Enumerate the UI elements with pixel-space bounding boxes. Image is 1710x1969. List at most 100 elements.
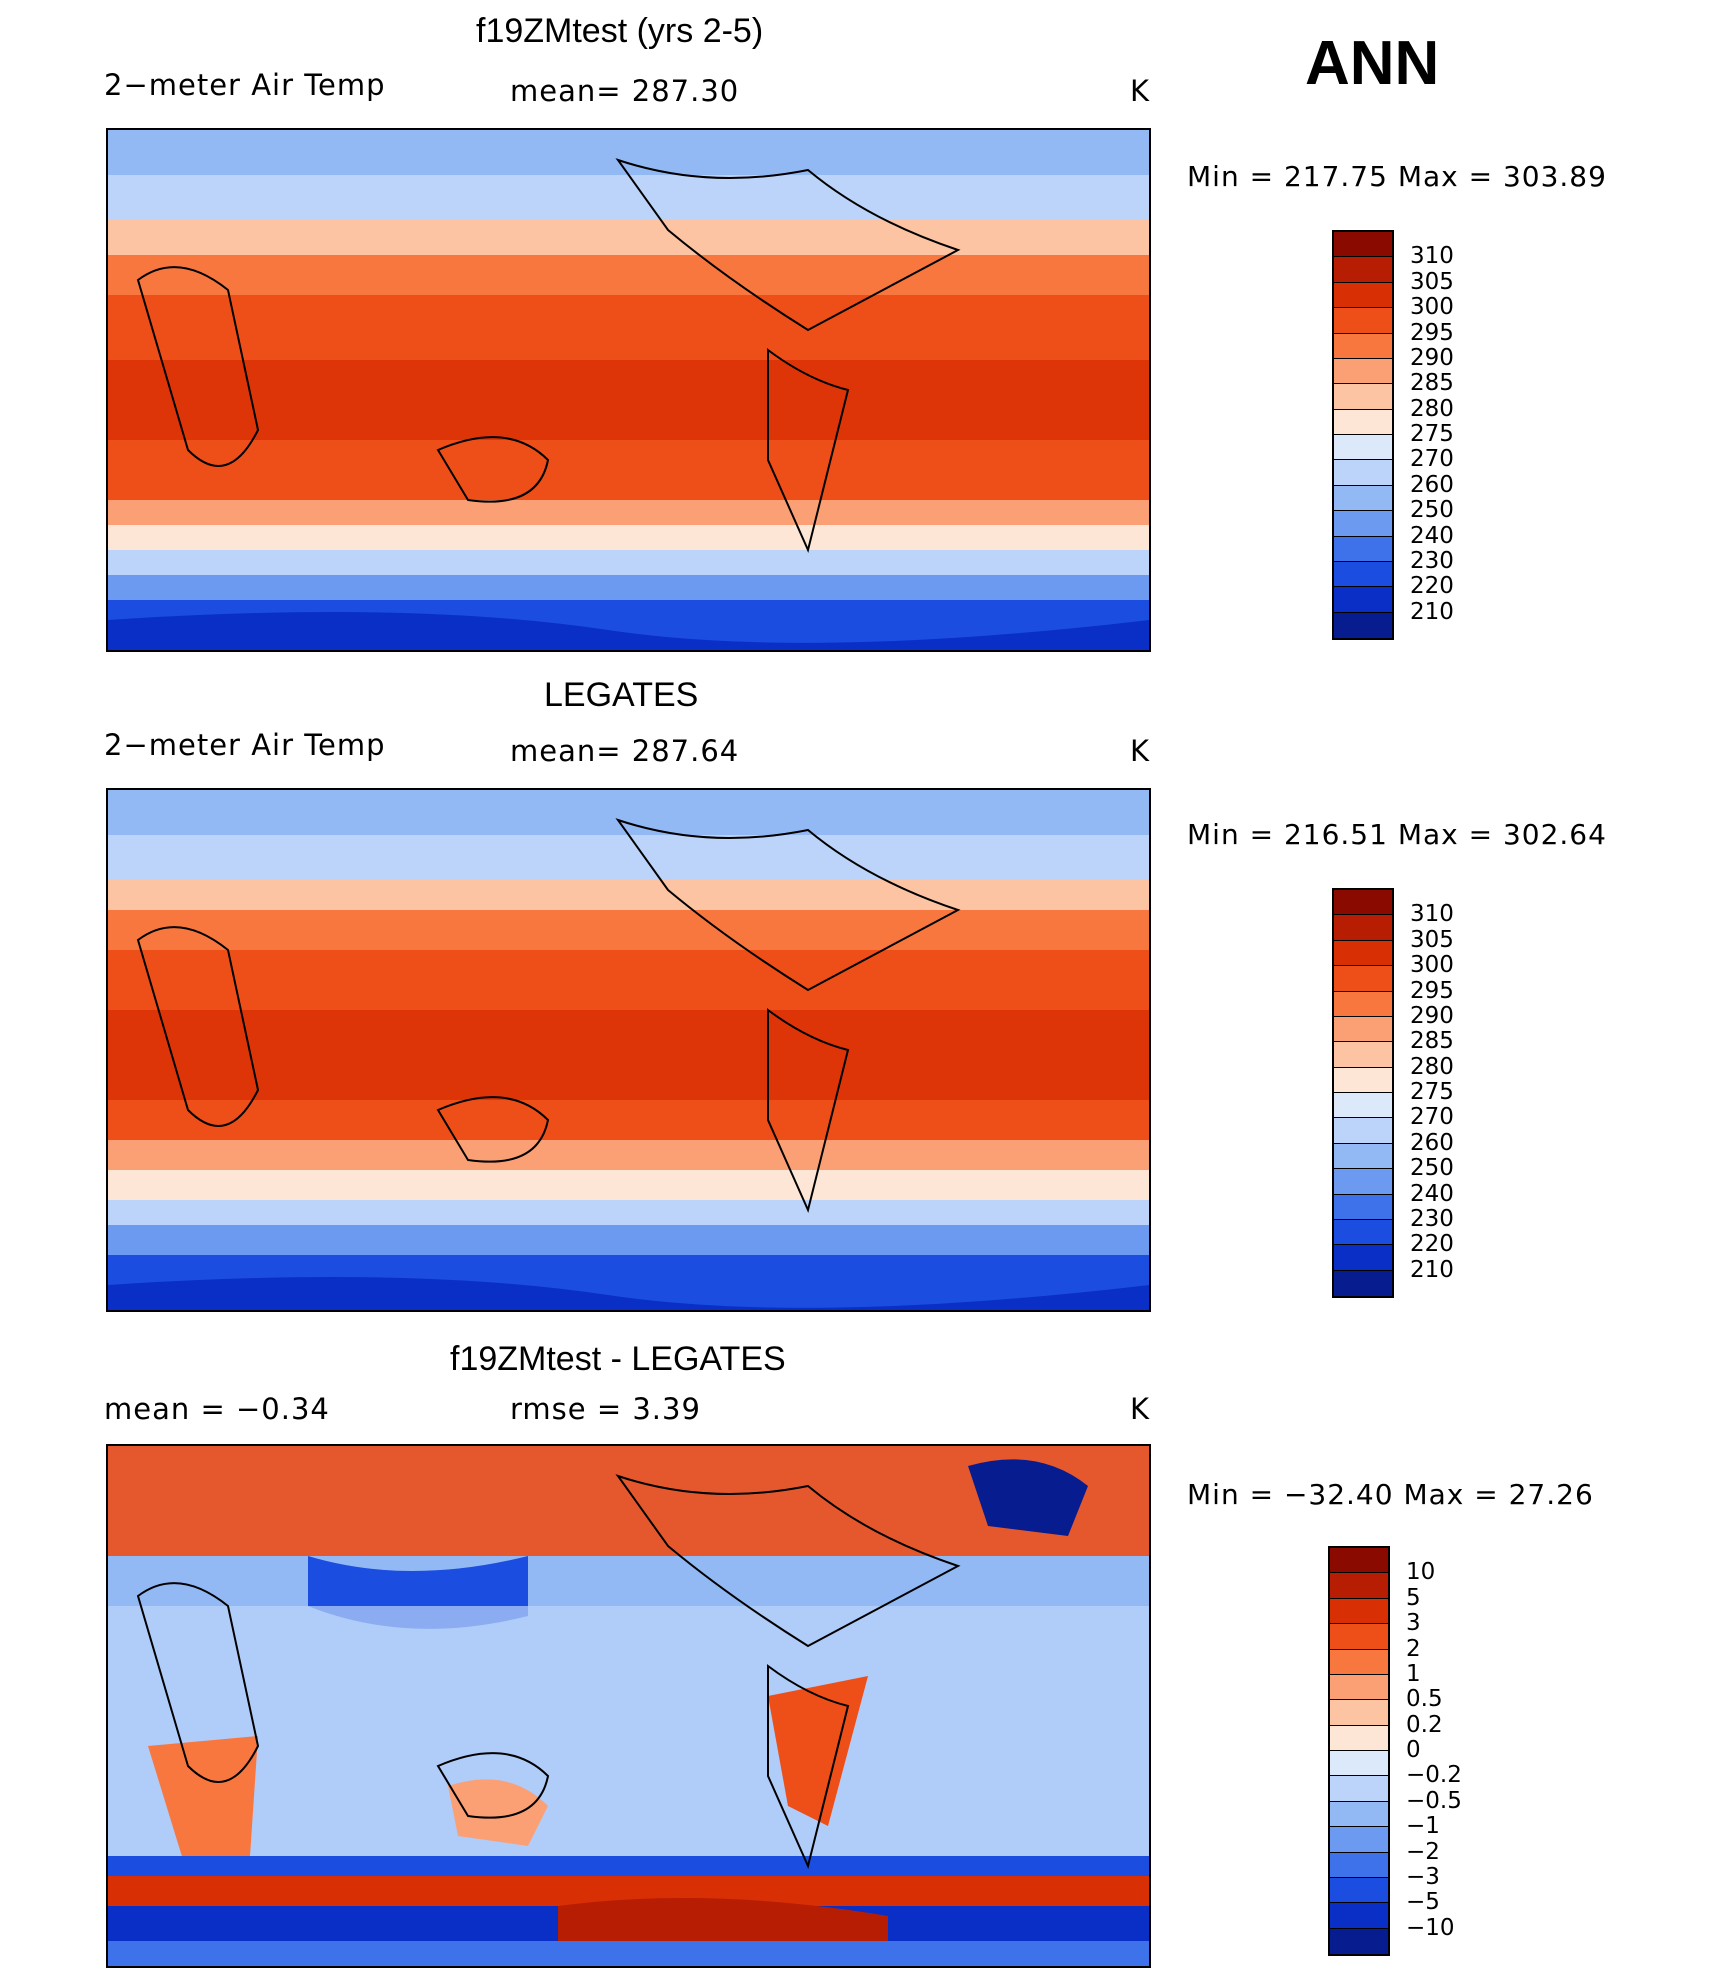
mean-label: mean= 287.30	[510, 74, 740, 108]
colorbar-cell	[1334, 1067, 1392, 1093]
colorbar-tick-label: −3	[1406, 1863, 1440, 1890]
colorbar-cell	[1330, 1801, 1388, 1828]
colorbar-tick-label: 305	[1410, 268, 1454, 295]
colorbar-tick-label: 270	[1410, 446, 1454, 473]
colorbar-cell	[1334, 409, 1392, 435]
colorbar-tick-label: 290	[1410, 344, 1454, 371]
colorbar-cell	[1330, 1903, 1388, 1929]
difference-colorbar	[1328, 1546, 1390, 1956]
colorbar-cell	[1334, 308, 1392, 334]
colorbar-cell	[1334, 232, 1392, 258]
colorbar-cell	[1334, 435, 1392, 461]
colorbar-cell	[1334, 1194, 1392, 1220]
colorbar-tick-label: 280	[1410, 1053, 1454, 1080]
colorbar-tick-label: 230	[1410, 547, 1454, 574]
colorbar-cell	[1330, 1928, 1388, 1954]
colorbar-tick-label: 5	[1406, 1584, 1421, 1611]
colorbar-tick-label: 210	[1410, 598, 1454, 625]
colorbar-tick-label: 310	[1410, 901, 1454, 928]
colorbar-cell	[1334, 940, 1392, 967]
colorbar-cell	[1330, 1674, 1388, 1701]
colorbar-cell	[1330, 1649, 1388, 1675]
season-label: ANN	[1305, 29, 1440, 98]
colorbar-cell	[1334, 257, 1392, 283]
colorbar-cell	[1330, 1725, 1388, 1751]
colorbar-cell	[1334, 587, 1392, 613]
colorbar-tick-label: 295	[1410, 977, 1454, 1004]
min-max-label: Min = 217.75 Max = 303.89	[1187, 160, 1607, 193]
colorbar-cell	[1330, 1548, 1388, 1574]
unit-label: K	[1130, 1392, 1151, 1426]
colorbar-tick-label: 0	[1406, 1737, 1421, 1763]
colorbar-tick-label: 300	[1410, 952, 1454, 979]
colorbar-tick-label: −0.5	[1406, 1787, 1462, 1814]
colorbar-cell	[1334, 1270, 1392, 1296]
colorbar-tick-label: 280	[1410, 395, 1454, 422]
colorbar-tick-label: −5	[1406, 1889, 1440, 1916]
colorbar-cell	[1334, 561, 1392, 588]
colorbar-tick-label: 240	[1410, 522, 1454, 549]
panel-title: f19ZMtest (yrs 2-5)	[476, 12, 764, 50]
colorbar-cell	[1334, 1093, 1392, 1119]
temperature-colorbar	[1332, 230, 1394, 640]
colorbar-tick-label: 2	[1406, 1635, 1421, 1662]
colorbar-cell	[1334, 612, 1392, 638]
colorbar-cell	[1334, 384, 1392, 410]
colorbar-cell	[1330, 1852, 1388, 1878]
colorbar-tick-label: 275	[1410, 421, 1454, 447]
colorbar-cell	[1334, 1245, 1392, 1271]
colorbar-tick-label: 1	[1406, 1660, 1421, 1687]
colorbar-tick-label: 230	[1410, 1205, 1454, 1232]
colorbar-tick-label: 220	[1410, 1231, 1454, 1258]
colorbar-cell	[1330, 1776, 1388, 1802]
colorbar-tick-label: −2	[1406, 1838, 1440, 1865]
colorbar-tick-label: −10	[1406, 1914, 1455, 1941]
colorbar-tick-label: 290	[1410, 1002, 1454, 1029]
min-max-label: Min = 216.51 Max = 302.64	[1187, 818, 1607, 851]
colorbar-tick-label: −0.2	[1406, 1762, 1462, 1789]
colorbar-tick-label: 220	[1410, 573, 1454, 600]
colorbar-cell	[1334, 485, 1392, 512]
colorbar-tick-label: 300	[1410, 294, 1454, 321]
colorbar-tick-label: 260	[1410, 471, 1454, 498]
colorbar-tick-label: 250	[1410, 1155, 1454, 1182]
temperature-map-model	[106, 128, 1151, 652]
colorbar-cell	[1334, 460, 1392, 486]
colorbar-cell	[1330, 1877, 1388, 1904]
difference-map	[106, 1444, 1151, 1968]
colorbar-cell	[1334, 511, 1392, 537]
colorbar-tick-label: 3	[1406, 1610, 1421, 1637]
colorbar-tick-label: 0.2	[1406, 1711, 1443, 1738]
temperature-colorbar	[1332, 888, 1394, 1298]
colorbar-cell	[1334, 1219, 1392, 1246]
variable-label: 2−meter Air Temp	[104, 68, 386, 102]
temperature-map-observed	[106, 788, 1151, 1312]
colorbar-tick-label: 310	[1410, 243, 1454, 270]
colorbar-tick-label: 10	[1406, 1559, 1436, 1586]
colorbar-tick-label: 0.5	[1406, 1686, 1443, 1713]
colorbar-tick-label: 240	[1410, 1180, 1454, 1207]
colorbar-cell	[1334, 966, 1392, 992]
colorbar-cell	[1334, 1016, 1392, 1043]
colorbar-cell	[1334, 358, 1392, 385]
colorbar-cell	[1334, 991, 1392, 1017]
colorbar-cell	[1334, 1042, 1392, 1068]
colorbar-cell	[1334, 282, 1392, 309]
colorbar-cell	[1334, 915, 1392, 941]
colorbar-tick-label: 210	[1410, 1256, 1454, 1283]
colorbar-tick-label: 260	[1410, 1129, 1454, 1156]
colorbar-tick-label: 275	[1410, 1079, 1454, 1105]
panel-title: f19ZMtest - LEGATES	[450, 1340, 786, 1378]
colorbar-tick-label: 250	[1410, 497, 1454, 524]
colorbar-cell	[1330, 1598, 1388, 1625]
colorbar-cell	[1334, 333, 1392, 359]
min-max-label: Min = −32.40 Max = 27.26	[1187, 1478, 1594, 1511]
colorbar-tick-label: 305	[1410, 926, 1454, 953]
colorbar-tick-label: 285	[1410, 370, 1454, 397]
colorbar-cell	[1334, 1169, 1392, 1195]
colorbar-tick-label: 270	[1410, 1104, 1454, 1131]
colorbar-cell	[1330, 1751, 1388, 1777]
variable-label: 2−meter Air Temp	[104, 728, 386, 762]
unit-label: K	[1130, 734, 1151, 768]
colorbar-cell	[1334, 890, 1392, 916]
